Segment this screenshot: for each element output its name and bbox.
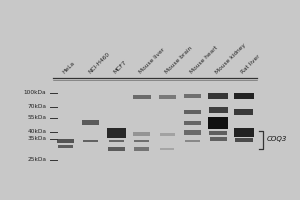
Bar — [208, 117, 228, 129]
Bar — [57, 139, 74, 143]
Bar — [82, 120, 99, 125]
Text: HeLa: HeLa — [62, 61, 76, 75]
Text: 55kDa: 55kDa — [27, 115, 46, 120]
Text: Mouse heart: Mouse heart — [189, 45, 219, 75]
Bar — [184, 110, 201, 114]
Bar — [185, 140, 200, 142]
Bar — [134, 140, 149, 142]
Text: Mouse liver: Mouse liver — [138, 47, 166, 75]
Bar — [210, 137, 227, 141]
Bar — [235, 138, 253, 142]
Bar — [159, 95, 176, 99]
Text: 70kDa: 70kDa — [27, 104, 46, 109]
Text: 25kDa: 25kDa — [27, 157, 46, 162]
Bar — [160, 148, 174, 150]
Bar — [208, 93, 228, 99]
Bar — [133, 95, 151, 99]
Text: Rat liver: Rat liver — [240, 54, 261, 75]
Bar — [209, 131, 227, 135]
Text: Mouse kidney: Mouse kidney — [215, 43, 247, 75]
Text: MCF7: MCF7 — [113, 60, 128, 75]
Bar — [83, 140, 98, 142]
Bar — [160, 133, 175, 136]
Bar — [209, 107, 228, 113]
Bar — [184, 94, 201, 98]
Bar — [184, 130, 201, 135]
Bar — [184, 121, 201, 125]
Text: NCI-H460: NCI-H460 — [87, 52, 111, 75]
Bar — [107, 128, 126, 138]
Bar — [234, 93, 254, 99]
Bar — [234, 128, 254, 137]
Text: 40kDa: 40kDa — [27, 129, 46, 134]
Bar — [234, 109, 253, 115]
Bar — [58, 145, 73, 148]
Bar — [108, 147, 124, 151]
Text: 35kDa: 35kDa — [27, 136, 46, 141]
Bar — [109, 140, 124, 142]
Text: Mouse brain: Mouse brain — [164, 46, 193, 75]
Text: COQ3: COQ3 — [266, 136, 287, 142]
Text: 100kDa: 100kDa — [24, 90, 46, 95]
Bar — [134, 147, 149, 151]
Bar — [134, 132, 150, 136]
